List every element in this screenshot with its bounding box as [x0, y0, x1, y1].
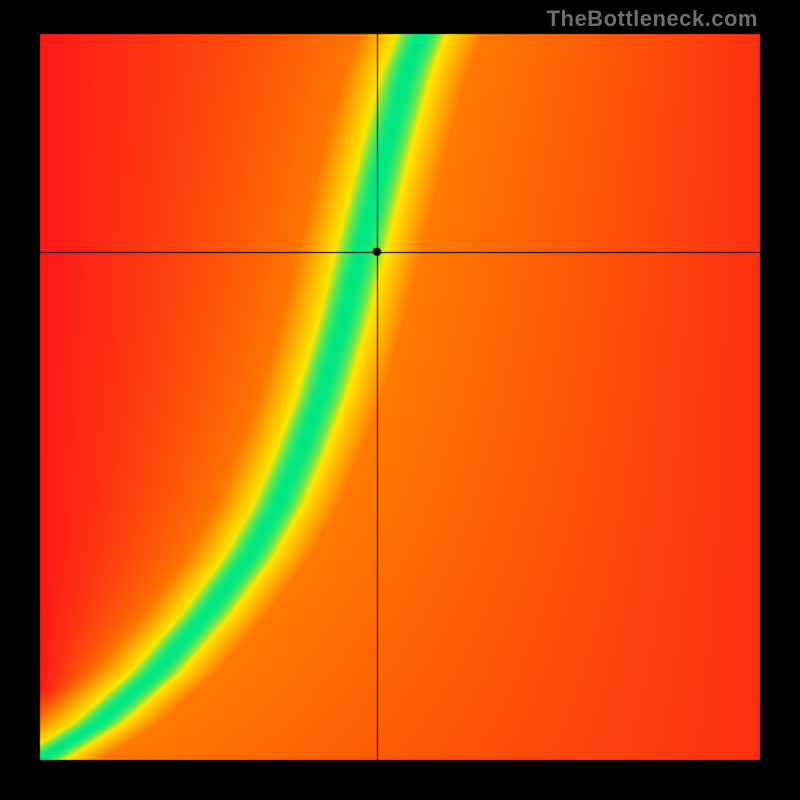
watermark-text: TheBottleneck.com [547, 6, 758, 32]
chart-frame [0, 0, 800, 800]
bottleneck-heatmap-canvas [0, 0, 800, 800]
